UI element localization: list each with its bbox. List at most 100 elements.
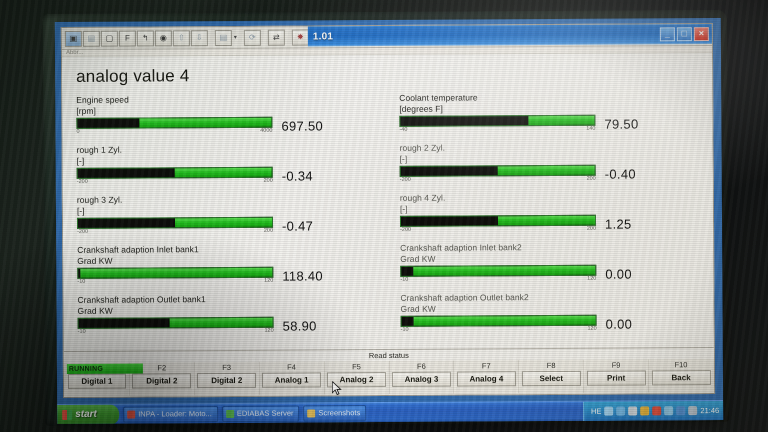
fkey-f5[interactable]: F5 Analog 2 xyxy=(324,361,390,395)
taskbar: start INPA - Loader: Moto... EDIABAS Ser… xyxy=(57,399,724,425)
monitor-icon[interactable] xyxy=(628,406,638,416)
taskbar-item-screenshots[interactable]: Screenshots xyxy=(303,404,367,422)
record-icon[interactable]: ◉ xyxy=(154,29,172,46)
gauge-ticks: -40 140 xyxy=(399,126,595,135)
gauge-label-line2: Grad KW xyxy=(77,255,113,266)
taskbar-item-label: INPA - Loader: Moto... xyxy=(138,409,212,419)
blank-page-icon[interactable]: ▢ xyxy=(100,30,118,47)
gauge-row: -200 200 -0.40 xyxy=(399,164,705,185)
fkey-f8[interactable]: F8 Select xyxy=(519,359,585,394)
gauge-row: -10 120 58.90 xyxy=(77,316,383,337)
fkey-button[interactable]: Select xyxy=(521,370,581,387)
gauge-crankshaft-adaption-outlet-bank2: Crankshaft adaption Outlet bank2 Grad KW… xyxy=(400,291,705,343)
print-icon[interactable]: ▤ xyxy=(82,30,100,47)
fkey-button[interactable]: Analog 2 xyxy=(327,372,386,388)
gauge-value: 79.50 xyxy=(604,116,639,132)
fkey-label: F2 xyxy=(157,363,167,373)
gauge-bar-wrap: -10 120 xyxy=(400,264,596,285)
fkey-f9[interactable]: F9 Print xyxy=(584,359,650,393)
gauge-fill xyxy=(174,217,273,228)
gauge-crankshaft-adaption-inlet-bank1: Crankshaft adaption Inlet bank1 Grad KW … xyxy=(77,243,382,295)
fkey-button[interactable]: Analog 3 xyxy=(392,371,451,387)
gauge-tick-min: -200 xyxy=(76,178,88,185)
swap-icon[interactable]: ⇄ xyxy=(267,29,285,46)
stop-icon[interactable]: ✸ xyxy=(291,28,309,46)
gauge-coolant-temperature: Coolant temperature [degrees F] -40 140 xyxy=(399,91,704,143)
list-select-icon[interactable]: ▤ xyxy=(214,29,232,46)
up-arrow-icon[interactable]: ⇧ xyxy=(172,29,190,46)
taskbar-item-label: Screenshots xyxy=(318,408,361,418)
gauge-rough-4-zyl: rough 4 Zyl. [-] -200 200 xyxy=(400,191,705,243)
clock[interactable]: 21:46 xyxy=(700,405,720,416)
font-icon[interactable]: F xyxy=(118,30,136,47)
refresh-icon[interactable]: ⟳ xyxy=(243,29,261,46)
language-indicator[interactable]: HE xyxy=(590,406,602,416)
volume-icon[interactable] xyxy=(604,406,614,416)
shield-icon[interactable] xyxy=(640,406,650,416)
gauge-label-line2: [-] xyxy=(76,205,85,216)
folder-icon xyxy=(307,408,316,418)
gauge-tick-min: -10 xyxy=(400,326,409,333)
fkey-f1[interactable]: RUNNING F1 Digital 1 xyxy=(64,362,143,396)
fkey-button[interactable]: Digital 2 xyxy=(197,372,257,389)
open-icon[interactable]: ▣ xyxy=(64,30,82,47)
fkey-f10[interactable]: F10 Back xyxy=(649,359,713,392)
close-icon[interactable]: × xyxy=(693,27,709,42)
undo-icon[interactable]: ↰ xyxy=(136,29,154,47)
gauge-row: -10 120 0.00 xyxy=(400,314,706,335)
gauge-fill xyxy=(412,265,596,276)
gauge-bar-wrap: -200 200 xyxy=(76,216,273,237)
gauge-ticks: -200 200 xyxy=(400,176,596,185)
gauge-label-line2: Grad KW xyxy=(77,305,113,316)
gauge-engine-speed: Engine speed [rpm] 0 4000 xyxy=(76,93,381,145)
fkey-button[interactable]: Digital 2 xyxy=(132,373,192,389)
fkey-button[interactable]: Digital 1 xyxy=(67,373,127,389)
screen-area: ▣ ▤ ▢ F ↰ ◉ ⇧ ⇩ ▤ ▾ ⟳ ⇄ ✸ xyxy=(54,17,724,425)
chevron-down-icon[interactable]: ▾ xyxy=(233,34,237,41)
fkey-button[interactable]: Back xyxy=(651,370,711,386)
windows-flag-icon xyxy=(62,409,73,420)
fkey-f4[interactable]: F4 Analog 1 xyxy=(259,361,325,395)
client-area: analog value 4 Engine speed [rpm] xyxy=(61,53,715,397)
gauge-bar-wrap: -40 140 xyxy=(399,114,595,135)
gauge-tick-max: 200 xyxy=(263,227,274,234)
fkey-button[interactable]: Analog 4 xyxy=(456,371,516,387)
maximize-button[interactable]: □ xyxy=(676,27,692,42)
gauge-rough-1-zyl: rough 1 Zyl. [-] -200 200 xyxy=(77,143,382,195)
inpa-application-window: ▣ ▤ ▢ F ↰ ◉ ⇧ ⇩ ▤ ▾ ⟳ ⇄ ✸ xyxy=(60,23,716,398)
fkey-f7[interactable]: F7 Analog 4 xyxy=(454,360,520,394)
gauge-bar-wrap: -10 120 xyxy=(77,316,274,337)
fkey-f6[interactable]: F6 Analog 3 xyxy=(389,360,455,394)
antivirus-icon[interactable] xyxy=(652,406,662,416)
window-title-bar[interactable]: 1.01 _ □ × xyxy=(307,24,712,47)
fkey-f3[interactable]: F3 Digital 2 xyxy=(194,361,260,396)
gauge-value: -0.40 xyxy=(604,166,636,182)
network-icon[interactable] xyxy=(616,406,626,416)
fkey-label: F6 xyxy=(416,361,426,371)
gauge-ticks: -200 200 xyxy=(77,228,273,237)
gauge-row: -200 200 -0.34 xyxy=(76,166,382,187)
gauge-crankshaft-adaption-inlet-bank2: Crankshaft adaption Inlet bank2 Grad KW … xyxy=(400,241,705,293)
gauge-row: -10 120 0.00 xyxy=(400,264,705,285)
gauge-bar-wrap: -200 200 xyxy=(399,164,596,185)
gauge-value: 0.00 xyxy=(605,266,632,282)
taskbar-item-inpa[interactable]: INPA - Loader: Moto... xyxy=(123,405,218,423)
gauge-crankshaft-adaption-outlet-bank1: Crankshaft adaption Outlet bank1 Grad KW… xyxy=(77,293,382,345)
gauge-value: -0.47 xyxy=(281,218,314,234)
download-icon[interactable]: ⇩ xyxy=(190,29,208,46)
fkey-button[interactable]: Analog 1 xyxy=(262,372,322,388)
gauge-tick-max: 200 xyxy=(586,225,597,232)
taskbar-item-label: EDIABAS Server xyxy=(236,408,294,418)
fkey-label: F3 xyxy=(222,362,232,373)
gauge-tick-min: -200 xyxy=(400,226,412,233)
start-button[interactable]: start xyxy=(57,404,120,425)
taskbar-item-ediabas[interactable]: EDIABAS Server xyxy=(221,405,300,422)
power-icon[interactable] xyxy=(688,406,698,416)
gauge-tick-min: -10 xyxy=(77,278,86,285)
gauge-ticks: -200 200 xyxy=(77,178,273,187)
update-icon[interactable] xyxy=(664,406,674,416)
bluetooth-icon[interactable] xyxy=(676,406,686,416)
minimize-button[interactable]: _ xyxy=(659,27,675,42)
function-key-bar: RUNNING F1 Digital 1 F2 Digital 2 F3 Dig… xyxy=(63,359,715,397)
fkey-button[interactable]: Print xyxy=(586,370,646,386)
